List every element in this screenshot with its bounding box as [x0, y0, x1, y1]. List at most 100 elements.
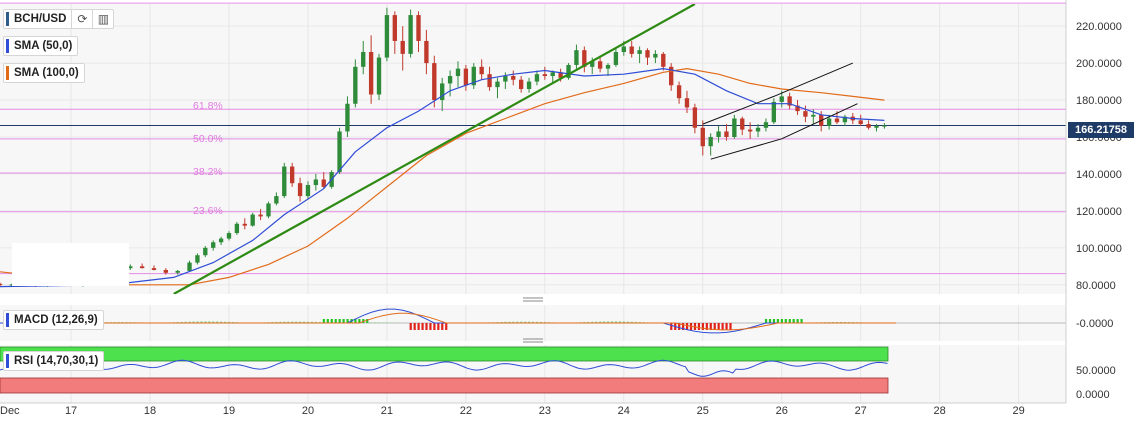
candle-body — [384, 15, 390, 58]
sma100-swatch — [6, 66, 9, 80]
legend-blank-box — [12, 243, 129, 286]
candle-body — [337, 131, 342, 173]
macd-hist-bar — [227, 321, 231, 323]
candle-body — [353, 66, 358, 104]
candle-body — [361, 52, 366, 67]
macd-hist-bar — [220, 321, 223, 323]
macd-hist-bar — [338, 319, 341, 323]
candle-body — [795, 105, 800, 112]
candle-body — [621, 46, 626, 53]
candle-body — [392, 15, 397, 41]
macd-hist-bar — [614, 321, 618, 323]
sma100-badge[interactable]: SMA (100,0) — [3, 63, 85, 83]
x-tick-label: 19 — [223, 405, 235, 417]
macd-hist-bar — [520, 321, 523, 323]
macd-hist-bar — [417, 323, 420, 330]
trendline — [173, 4, 696, 294]
macd-hist-bar — [200, 321, 203, 323]
macd-hist-bar — [634, 321, 637, 323]
macd-tick-label: -0.0000 — [1076, 318, 1113, 330]
macd-hist-bar — [717, 323, 720, 330]
macd-hist-bar — [516, 321, 519, 323]
macd-hist-bar — [192, 321, 195, 323]
macd-hist-bar — [346, 319, 349, 323]
candle-body — [574, 50, 579, 65]
x-tick-label: 29 — [1012, 405, 1024, 417]
candle-body — [447, 76, 453, 84]
candle-body — [400, 40, 405, 54]
macd-hist-bar — [729, 323, 732, 330]
macd-hist-bar — [291, 321, 294, 323]
macd-hist-bar — [701, 323, 704, 330]
candle-body — [432, 63, 437, 101]
macd-hist-bar — [713, 323, 716, 330]
macd-hist-bar — [354, 319, 357, 323]
candle-body — [250, 214, 255, 226]
rsi-oversold-zone — [0, 377, 889, 394]
candle-body — [416, 15, 421, 41]
macd-hist-bar — [784, 319, 787, 323]
macd-hist-bar — [595, 321, 598, 323]
macd-hist-bar — [287, 321, 290, 323]
rsi-label: RSI (14,70,30,1) — [14, 355, 99, 367]
macd-hist-bar — [330, 319, 333, 323]
candle-body — [858, 120, 863, 125]
candle-body — [629, 46, 634, 54]
candle-body — [566, 64, 571, 78]
macd-hist-bar — [725, 323, 728, 330]
macd-hist-bar — [607, 321, 610, 323]
macd-hist-bar — [524, 321, 527, 323]
candle-body — [605, 64, 611, 69]
macd-hist-bar — [306, 321, 310, 323]
macd-hist-bar — [682, 323, 685, 330]
panel-separator — [0, 341, 1066, 345]
macd-badge[interactable]: MACD (12,26,9) — [3, 310, 104, 330]
channel-lower-line — [710, 103, 858, 160]
macd-hist-bar — [433, 323, 436, 330]
macd-hist-bar — [326, 319, 329, 323]
candle-body — [692, 107, 698, 128]
sma100-label: SMA (100,0) — [14, 67, 79, 79]
candle-body — [637, 50, 642, 54]
macd-hist-bar — [374, 322, 377, 323]
macd-hist-bar — [697, 323, 701, 330]
macd-signal-line — [11, 312, 897, 331]
candle-body — [345, 103, 350, 132]
macd-hist-bar — [334, 319, 337, 323]
candle-body — [732, 118, 737, 137]
macd-hist-bar — [370, 322, 373, 323]
fib-label-61: 61.8% — [193, 100, 223, 112]
macd-swatch — [6, 313, 9, 327]
candle-body — [321, 179, 326, 187]
candle-body — [597, 61, 603, 69]
macd-hist-bar — [299, 321, 302, 323]
candle-body — [550, 72, 555, 77]
refresh-icon[interactable]: ⟳ — [71, 10, 92, 28]
candle-body — [368, 52, 374, 95]
macd-hist-bar — [768, 319, 772, 323]
macd-hist-bar — [535, 321, 539, 323]
bar-chart-icon[interactable]: ▥ — [92, 10, 113, 28]
symbol-badge[interactable]: BCH/USD ⟳ ▥ — [3, 9, 115, 29]
candle-body — [455, 68, 461, 77]
macd-hist-bar — [800, 319, 803, 323]
rsi-badge[interactable]: RSI (14,70,30,1) — [3, 351, 105, 371]
x-tick-label: 22 — [460, 405, 472, 417]
macd-hist-bar — [532, 321, 535, 323]
sma50-badge[interactable]: SMA (50,0) — [3, 36, 79, 56]
macd-hist-bar — [528, 321, 531, 323]
macd-hist-bar — [776, 319, 779, 323]
macd-hist-bar — [539, 321, 543, 323]
symbol-label: BCH/USD — [14, 13, 67, 25]
candle-body — [661, 53, 666, 67]
macd-hist-bar — [381, 322, 385, 323]
macd-hist-bar — [322, 319, 325, 323]
macd-hist-bar — [314, 321, 318, 323]
candle-body — [139, 266, 145, 269]
y-tick-label: 120.0000 — [1076, 206, 1122, 218]
macd-hist-bar — [283, 321, 286, 323]
candle-body — [708, 136, 713, 147]
macd-hist-bar — [425, 323, 428, 330]
macd-hist-bar — [366, 319, 369, 323]
